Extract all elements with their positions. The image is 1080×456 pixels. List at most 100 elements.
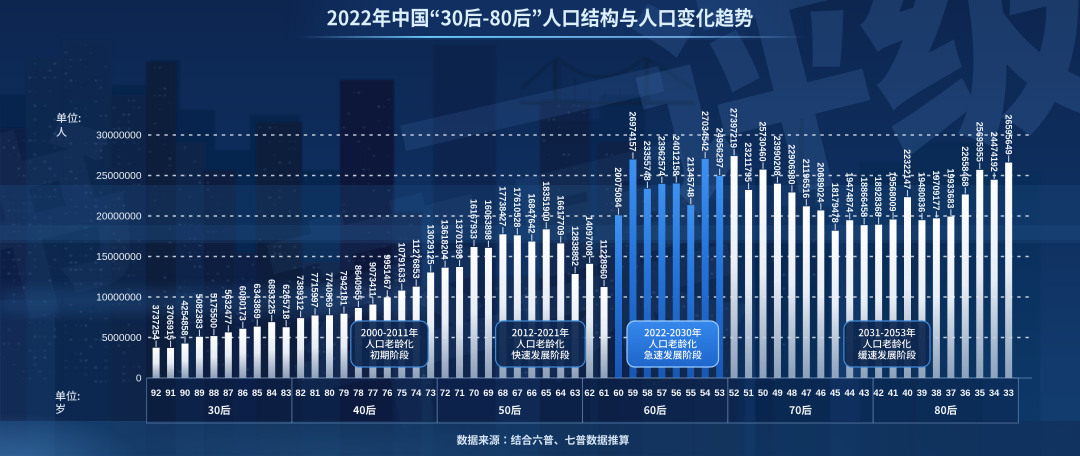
svg-text:6265718: 6265718: [281, 284, 291, 319]
svg-text:64: 64: [556, 388, 567, 398]
svg-text:12838832: 12838832: [570, 226, 580, 266]
svg-text:71: 71: [454, 388, 464, 398]
svg-text:25730460: 25730460: [758, 122, 768, 162]
svg-text:24474192: 24474192: [989, 132, 999, 172]
svg-text:81: 81: [310, 388, 320, 398]
svg-text:61: 61: [599, 388, 609, 398]
svg-text:86: 86: [238, 388, 248, 398]
svg-text:23990208: 23990208: [772, 136, 782, 176]
svg-text:5175500: 5175500: [209, 293, 219, 328]
svg-text:3737254: 3737254: [151, 305, 161, 340]
svg-text:6893225: 6893225: [266, 279, 276, 314]
svg-text:15000000: 15000000: [96, 252, 142, 263]
svg-text:53: 53: [714, 388, 724, 398]
svg-text:45: 45: [830, 388, 840, 398]
svg-text:63: 63: [570, 388, 580, 398]
svg-text:50: 50: [758, 388, 768, 398]
svg-text:27034542: 27034542: [700, 111, 710, 151]
svg-text:39: 39: [917, 388, 927, 398]
svg-text:22322147: 22322147: [902, 149, 912, 189]
svg-text:18351900: 18351900: [541, 181, 551, 221]
svg-text:22658468: 22658468: [960, 146, 970, 186]
svg-text:19480836: 19480836: [917, 172, 927, 212]
svg-text:41: 41: [888, 388, 898, 398]
svg-text:49: 49: [772, 388, 782, 398]
svg-text:26974157: 26974157: [628, 111, 638, 151]
svg-text:72: 72: [440, 388, 450, 398]
svg-text:46: 46: [816, 388, 826, 398]
svg-text:65: 65: [541, 388, 551, 398]
svg-text:66: 66: [527, 388, 537, 398]
svg-text:8640965: 8640965: [353, 265, 363, 300]
svg-text:20689024: 20689024: [815, 162, 825, 202]
svg-text:79: 79: [339, 388, 349, 398]
svg-text:87: 87: [223, 388, 233, 398]
svg-text:35: 35: [975, 388, 985, 398]
svg-text:24956297: 24956297: [714, 128, 724, 168]
svg-text:37: 37: [946, 388, 956, 398]
svg-text:23211795: 23211795: [743, 142, 753, 182]
svg-text:55: 55: [686, 388, 696, 398]
svg-text:80: 80: [324, 388, 334, 398]
svg-text:60: 60: [613, 388, 623, 398]
svg-text:70: 70: [469, 388, 479, 398]
svg-text:7740869: 7740869: [324, 272, 334, 307]
svg-text:57: 57: [657, 388, 667, 398]
svg-text:25000000: 25000000: [96, 171, 142, 182]
svg-text:40: 40: [902, 388, 912, 398]
svg-text:11276853: 11276853: [411, 239, 421, 279]
svg-text:90: 90: [180, 388, 190, 398]
svg-text:16063898: 16063898: [483, 200, 493, 240]
svg-text:42: 42: [873, 388, 883, 398]
svg-text:47: 47: [801, 388, 811, 398]
svg-text:84: 84: [267, 388, 278, 398]
svg-text:19933683: 19933683: [945, 168, 955, 208]
svg-text:20075084: 20075084: [613, 167, 623, 207]
svg-text:44: 44: [845, 388, 856, 398]
svg-text:16847642: 16847642: [526, 193, 536, 233]
svg-text:18866458: 18866458: [859, 177, 869, 217]
svg-text:52: 52: [729, 388, 739, 398]
svg-text:14097008: 14097008: [584, 216, 594, 256]
svg-text:27397219: 27397219: [729, 108, 739, 148]
svg-text:5632477: 5632477: [223, 289, 233, 324]
svg-text:36: 36: [960, 388, 970, 398]
svg-text:78: 78: [353, 388, 363, 398]
svg-text:5082383: 5082383: [194, 294, 204, 329]
svg-text:68: 68: [498, 388, 508, 398]
svg-text:59: 59: [628, 388, 638, 398]
svg-text:7389312: 7389312: [295, 275, 305, 310]
svg-text:88: 88: [209, 388, 219, 398]
svg-text:21196516: 21196516: [801, 159, 811, 199]
svg-text:92: 92: [151, 388, 161, 398]
svg-text:33: 33: [1003, 388, 1013, 398]
svg-text:48: 48: [787, 388, 797, 398]
svg-text:85: 85: [252, 388, 262, 398]
svg-text:26595649: 26595649: [1003, 115, 1013, 155]
svg-text:16167933: 16167933: [469, 199, 479, 239]
svg-text:7942181: 7942181: [339, 271, 349, 306]
svg-text:4254858: 4254858: [180, 300, 190, 335]
svg-text:0: 0: [136, 374, 142, 385]
svg-text:54: 54: [700, 388, 711, 398]
svg-text:3706915: 3706915: [165, 305, 175, 340]
svg-text:58: 58: [642, 388, 652, 398]
svg-text:23355748: 23355748: [642, 141, 652, 181]
svg-text:17610528: 17610528: [512, 187, 522, 227]
svg-text:9073411: 9073411: [367, 262, 377, 297]
svg-text:6343869: 6343869: [252, 284, 262, 319]
svg-text:75: 75: [397, 388, 407, 398]
svg-text:6080173: 6080173: [237, 286, 247, 321]
svg-text:67: 67: [512, 388, 522, 398]
svg-text:10000000: 10000000: [96, 293, 142, 304]
svg-text:19709177: 19709177: [931, 170, 941, 210]
svg-text:19568009: 19568009: [888, 171, 898, 211]
svg-text:77: 77: [368, 388, 378, 398]
svg-text:21345748: 21345748: [685, 157, 695, 197]
svg-text:18928368: 18928368: [873, 177, 883, 217]
svg-text:82: 82: [295, 388, 305, 398]
svg-text:5000000: 5000000: [102, 333, 142, 344]
svg-text:56: 56: [671, 388, 681, 398]
svg-text:9951467: 9951467: [382, 254, 392, 289]
svg-text:69: 69: [483, 388, 493, 398]
